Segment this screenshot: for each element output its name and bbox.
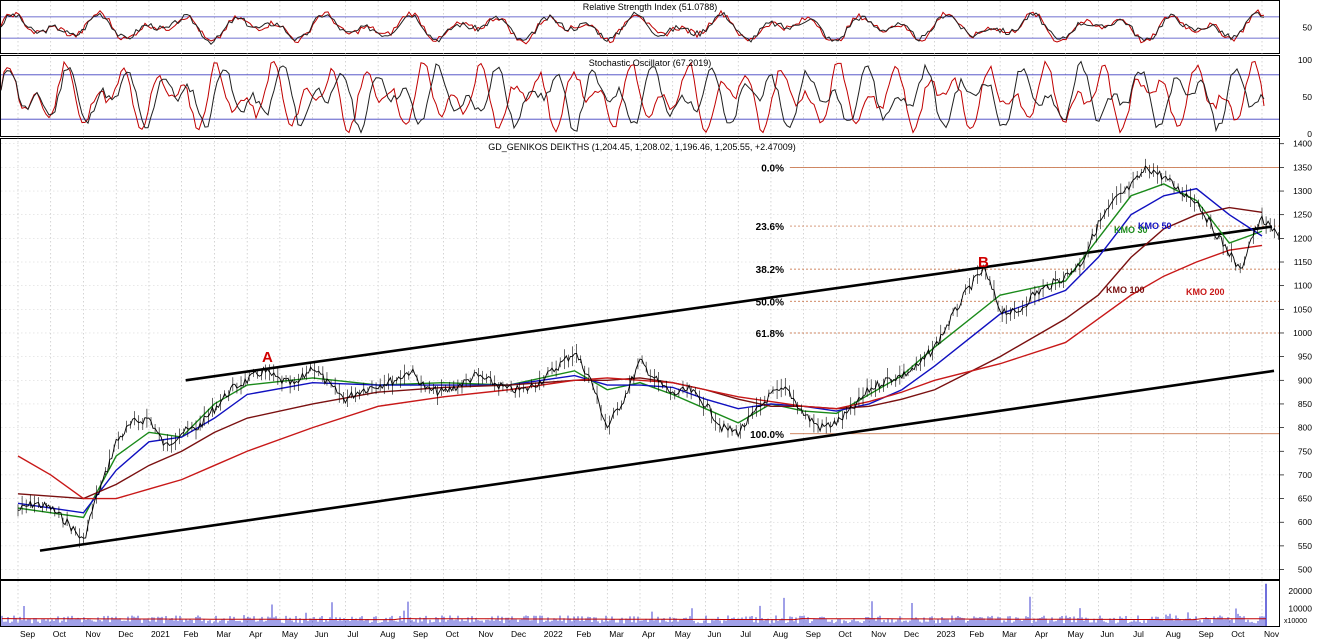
kmo100-label: KMO 100	[1106, 285, 1145, 295]
x-tick-label: Nov	[1264, 629, 1280, 639]
x-tick-label: Apr	[1035, 629, 1048, 639]
volume-tick-label: 10000	[1288, 603, 1312, 613]
x-tick-label: Oct	[838, 629, 852, 639]
rsi-tick-label: 50	[1303, 23, 1313, 33]
y-tick-label: 1300	[1293, 186, 1312, 196]
x-tick-label: Aug	[380, 629, 395, 639]
stoch-tick-label: 0	[1307, 129, 1312, 139]
fib-level-label: 38.2%	[756, 265, 784, 276]
y-tick-label: 500	[1298, 565, 1312, 575]
y-tick-label: 1200	[1293, 233, 1312, 243]
x-tick-label: Feb	[577, 629, 592, 639]
kmo50-label: KMO 50	[1138, 221, 1172, 231]
annotation-b: B	[978, 254, 989, 271]
x-tick-label: Mar	[609, 629, 624, 639]
x-tick-label: Dec	[511, 629, 527, 639]
x-tick-label: Apr	[642, 629, 655, 639]
trendline-upper-channel	[185, 225, 1273, 382]
x-tick-label: Jun	[707, 629, 721, 639]
y-tick-label: 600	[1298, 517, 1312, 527]
y-tick-label: 1050	[1293, 304, 1312, 314]
fib-level-label: 100.0%	[750, 430, 784, 441]
y-tick-label: 1250	[1293, 210, 1312, 220]
x-tick-label: Feb	[969, 629, 984, 639]
price-title: GD_GENIKOS DEIKTHS (1,204.45, 1,208.02, …	[488, 142, 795, 152]
x-tick-label: Sep	[20, 629, 35, 639]
y-tick-label: 1350	[1293, 162, 1312, 172]
x-tick-label: Oct	[53, 629, 67, 639]
x-tick-label: Nov	[871, 629, 887, 639]
stoch-tick-label: 50	[1303, 92, 1313, 102]
rsi-signal-line	[0, 11, 1265, 45]
y-tick-label: 700	[1298, 470, 1312, 480]
x-tick-label: May	[282, 629, 299, 639]
x-tick-label: Oct	[446, 629, 460, 639]
x-tick-label: Jun	[1100, 629, 1114, 639]
ma-line-kmo50	[17, 187, 1263, 514]
stoch-title: Stochastic Oscillator (67.2019)	[589, 58, 712, 68]
ma-line-kmo30	[17, 183, 1263, 519]
axis-ticks: Sep Oct Nov Dec 2021 Feb Mar Apr May Jun Jul Aug Sep…	[20, 23, 1312, 640]
y-tick-label: 900	[1298, 375, 1312, 385]
x-tick-label: Jul	[1133, 629, 1144, 639]
y-tick-label: 950	[1298, 352, 1312, 362]
x-tick-label: Dec	[904, 629, 920, 639]
volume-average-line	[2, 618, 1266, 621]
y-tick-label: 1000	[1293, 328, 1312, 338]
fib-level-label: 50.0%	[756, 297, 784, 308]
y-tick-label: 650	[1298, 494, 1312, 504]
x-tick-label: Jul	[347, 629, 358, 639]
stoch-tick-label: 100	[1298, 55, 1312, 65]
x-tick-label: May	[1068, 629, 1085, 639]
fib-level-label: 0.0%	[761, 163, 784, 174]
y-tick-label: 1100	[1294, 281, 1313, 291]
chart-series	[0, 9, 1279, 626]
kmo200-label: KMO 200	[1186, 287, 1225, 297]
y-tick-label: 550	[1298, 541, 1312, 551]
x-tick-label: 2023	[937, 629, 956, 639]
price-line	[17, 165, 1279, 539]
y-tick-label: 1400	[1293, 139, 1312, 149]
y-tick-label: 1150	[1294, 257, 1313, 267]
x-tick-label: Aug	[773, 629, 788, 639]
y-tick-label: 800	[1298, 423, 1312, 433]
y-tick-label: 850	[1298, 399, 1312, 409]
x-tick-label: Feb	[184, 629, 199, 639]
grid-lines	[1, 1, 1279, 626]
fib-level-label: 23.6%	[756, 222, 784, 233]
y-tick-label: 750	[1298, 446, 1312, 456]
x-tick-label: Jun	[315, 629, 329, 639]
stoch-k-line	[0, 60, 1265, 134]
annotation-a: A	[262, 349, 273, 366]
x-tick-label: Nov	[85, 629, 101, 639]
x-tick-label: Sep	[806, 629, 821, 639]
rsi-line	[0, 9, 1265, 45]
x-tick-label: Jul	[740, 629, 751, 639]
x-tick-label: Sep	[413, 629, 428, 639]
x-tick-label: Dec	[118, 629, 134, 639]
x-tick-label: Oct	[1231, 629, 1245, 639]
volume-tick-label: 20000	[1288, 586, 1312, 596]
stoch-d-line	[0, 60, 1265, 134]
x-tick-label: May	[675, 629, 692, 639]
x-tick-label: Aug	[1166, 629, 1181, 639]
rsi-title: Relative Strength Index (51.0788)	[583, 2, 718, 12]
volume-unit-label: x10000	[1284, 618, 1307, 625]
trendline-lower-channel	[39, 369, 1275, 552]
x-tick-label: Mar	[216, 629, 231, 639]
x-tick-label: Mar	[1002, 629, 1017, 639]
fib-level-label: 61.8%	[756, 329, 784, 340]
x-tick-label: Sep	[1199, 629, 1214, 639]
x-tick-label: 2021	[151, 629, 170, 639]
x-tick-label: 2022	[544, 629, 563, 639]
x-tick-label: Apr	[249, 629, 262, 639]
kmo30-label: KMO 30	[1114, 225, 1148, 235]
x-tick-label: Nov	[478, 629, 494, 639]
